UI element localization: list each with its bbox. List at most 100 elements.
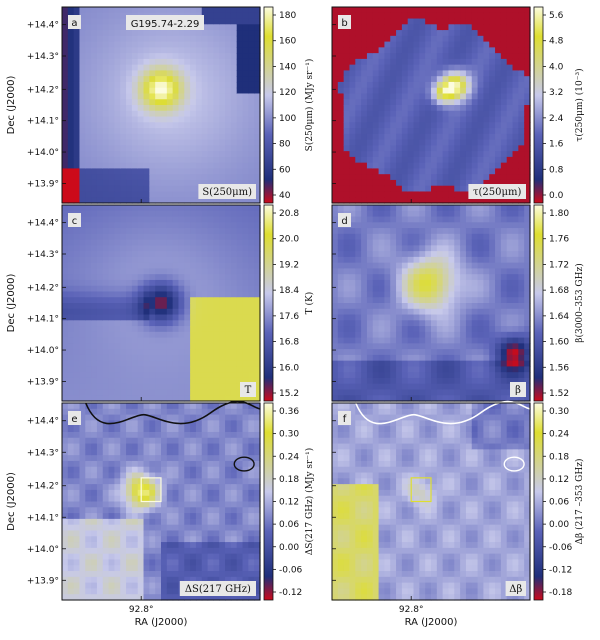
heatmap-cell — [62, 366, 69, 373]
heatmap-cell — [349, 53, 356, 60]
heatmap-cell — [378, 179, 386, 187]
heatmap-cell — [378, 383, 386, 391]
heatmap-cell — [489, 70, 496, 77]
heatmap-cell — [219, 308, 226, 316]
heatmap-cell — [108, 7, 116, 14]
heatmap-cell — [213, 64, 220, 72]
heatmap-cell — [178, 76, 185, 83]
heatmap-cell — [372, 251, 380, 258]
heatmap-cell — [366, 47, 374, 54]
heatmap-cell — [454, 262, 461, 270]
heatmap-cell — [201, 210, 209, 218]
heatmap-cell — [62, 349, 69, 356]
heatmap-cell — [448, 228, 455, 235]
heatmap-cell — [489, 174, 496, 181]
heatmap-cell — [407, 151, 415, 158]
heatmap-cell — [355, 7, 362, 14]
heatmap-cell — [425, 297, 432, 304]
heatmap-cell — [149, 308, 156, 316]
heatmap-cell — [465, 205, 473, 212]
heatmap-cell — [230, 174, 238, 181]
heatmap-cell — [137, 291, 145, 298]
heatmap-cell — [230, 389, 238, 396]
heatmap-cell — [471, 354, 479, 362]
heatmap-cell — [242, 24, 249, 31]
heatmap-cell — [96, 245, 104, 252]
heatmap-cell — [495, 308, 502, 316]
heatmap-cell — [155, 30, 162, 37]
heatmap-cell — [248, 279, 255, 287]
heatmap-cell — [343, 303, 351, 310]
heatmap-cell — [219, 116, 226, 123]
heatmap-cell — [366, 216, 374, 223]
heatmap-cell — [372, 133, 380, 141]
heatmap-cell — [96, 110, 104, 118]
heatmap-cell — [419, 18, 426, 25]
heatmap-cell — [506, 303, 514, 310]
heatmap-cell — [366, 70, 374, 77]
heatmap-cell — [62, 431, 69, 439]
heatmap-cell — [495, 383, 502, 391]
heatmap-cell — [483, 70, 490, 77]
heatmap-cell — [137, 360, 145, 368]
heatmap-cell — [62, 542, 69, 549]
heatmap-cell — [396, 139, 403, 146]
heatmap-cell — [489, 151, 496, 158]
heatmap-cell — [518, 314, 525, 321]
heatmap-cell — [67, 337, 75, 344]
heatmap-cell — [91, 343, 98, 350]
heatmap-cell — [248, 337, 255, 344]
heatmap-cell — [62, 274, 69, 281]
heatmap-cell — [166, 76, 174, 83]
heatmap-cell — [102, 331, 110, 339]
heatmap-cell — [236, 133, 244, 141]
heatmap-cell — [361, 7, 368, 14]
heatmap-cell — [384, 197, 391, 204]
heatmap-cell — [425, 139, 432, 146]
heatmap-cell — [96, 460, 104, 468]
heatmap-cell — [149, 297, 156, 304]
heatmap-cell — [236, 343, 244, 350]
heatmap-cell — [161, 168, 168, 175]
heatmap-cell — [419, 360, 426, 368]
heatmap-cell — [401, 268, 409, 275]
heatmap-cell — [114, 372, 121, 379]
heatmap-cell — [442, 191, 450, 198]
heatmap-cell — [436, 291, 444, 298]
heatmap-cell — [372, 233, 380, 241]
heatmap-cell — [396, 233, 403, 241]
heatmap-cell — [332, 303, 339, 310]
heatmap-cell — [254, 360, 261, 368]
heatmap-cell — [489, 366, 496, 373]
heatmap-cell — [512, 331, 519, 339]
heatmap-cell — [396, 303, 403, 310]
heatmap-cell — [236, 128, 244, 135]
heatmap-cell — [254, 314, 261, 321]
heatmap-cell — [96, 513, 104, 520]
heatmap-cell — [248, 99, 255, 106]
heatmap-cell — [172, 291, 180, 298]
heatmap-cell — [471, 274, 479, 281]
heatmap-cell — [236, 285, 244, 293]
heatmap-cell — [337, 185, 345, 193]
heatmap-cell — [201, 389, 209, 396]
heatmap-cell — [161, 47, 168, 54]
heatmap-cell — [454, 222, 461, 229]
heatmap-cell — [85, 245, 92, 252]
heatmap-cell — [114, 30, 121, 37]
heatmap-cell — [213, 122, 220, 129]
heatmap-cell — [448, 256, 455, 264]
heatmap-cell — [442, 128, 450, 135]
heatmap-cell — [254, 256, 261, 264]
heatmap-cell — [85, 389, 92, 396]
heatmap-cell — [366, 320, 374, 327]
heatmap-cell — [230, 128, 238, 135]
heatmap-cell — [67, 495, 75, 503]
heatmap-cell — [483, 303, 490, 310]
heatmap-cell — [67, 553, 75, 561]
heatmap-cell — [91, 133, 98, 141]
heatmap-cell — [143, 349, 150, 356]
heatmap-cell — [248, 377, 255, 385]
heatmap-cell — [96, 501, 104, 508]
heatmap-cell — [454, 354, 461, 362]
